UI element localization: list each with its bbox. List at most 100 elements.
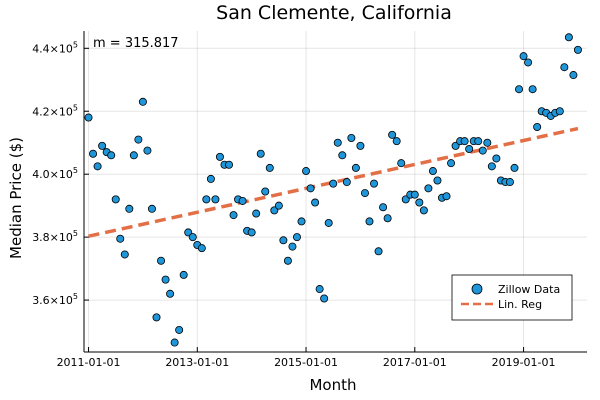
- data-point: [428, 167, 437, 176]
- data-point: [487, 162, 496, 171]
- data-point: [292, 233, 301, 242]
- data-point: [125, 204, 134, 213]
- data-point: [93, 162, 102, 171]
- data-point: [374, 247, 383, 256]
- legend-marker-zillow: [471, 283, 483, 295]
- data-point: [161, 275, 170, 284]
- data-point: [478, 146, 487, 155]
- data-point: [315, 285, 324, 294]
- data-point: [120, 250, 129, 259]
- data-point: [320, 294, 329, 303]
- legend: Zillow Data Lin. Reg: [451, 274, 573, 321]
- data-point: [152, 313, 161, 322]
- data-point: [388, 130, 397, 139]
- data-point: [347, 133, 356, 142]
- data-point: [297, 217, 306, 226]
- data-point: [397, 159, 406, 168]
- data-point: [338, 151, 347, 160]
- data-point: [415, 198, 424, 207]
- data-point: [333, 138, 342, 147]
- data-point: [528, 85, 537, 94]
- data-point: [370, 179, 379, 188]
- data-point: [138, 97, 147, 106]
- data-point: [283, 256, 292, 265]
- data-point: [564, 33, 573, 42]
- data-point: [256, 149, 265, 158]
- data-point: [188, 233, 197, 242]
- data-point: [533, 122, 542, 131]
- data-point: [379, 203, 388, 212]
- y-tick-label: 4.2×105: [32, 103, 78, 118]
- data-point: [360, 189, 369, 198]
- legend-label-regression: Lin. Reg: [498, 298, 542, 311]
- data-point: [419, 206, 428, 215]
- y-tick-label: 3.8×105: [32, 229, 78, 244]
- data-point: [515, 85, 524, 94]
- data-point: [211, 195, 220, 204]
- data-point: [505, 178, 514, 187]
- data-point: [116, 234, 125, 243]
- data-point: [261, 187, 270, 196]
- data-point: [356, 141, 365, 150]
- data-point: [306, 184, 315, 193]
- data-point: [324, 218, 333, 227]
- data-point: [170, 338, 179, 347]
- data-point: [238, 196, 247, 205]
- data-point: [311, 198, 320, 207]
- y-axis-label: Median Price ($): [7, 137, 25, 259]
- data-point: [98, 141, 107, 150]
- legend-label-zillow: Zillow Data: [498, 283, 560, 296]
- data-point: [129, 151, 138, 160]
- data-point: [424, 184, 433, 193]
- data-point: [111, 195, 120, 204]
- data-point: [460, 137, 469, 146]
- x-tick-label: 2015-01-01: [274, 356, 338, 369]
- data-point: [392, 137, 401, 146]
- data-point: [179, 270, 188, 279]
- data-point: [483, 138, 492, 147]
- data-point: [465, 145, 474, 154]
- data-point: [351, 163, 360, 172]
- x-tick-label: 2011-01-01: [57, 356, 121, 369]
- regression-line: [88, 126, 579, 238]
- data-point: [555, 107, 564, 116]
- data-point: [143, 146, 152, 155]
- data-point: [225, 160, 234, 169]
- data-point: [433, 176, 442, 185]
- data-point: [288, 242, 297, 251]
- data-point: [524, 58, 533, 67]
- data-point: [274, 201, 283, 210]
- legend-box: [451, 274, 573, 321]
- x-tick-label: 2017-01-01: [383, 356, 447, 369]
- data-point: [383, 214, 392, 223]
- data-point: [197, 244, 206, 253]
- axes-layer: [83, 31, 587, 353]
- data-point: [265, 163, 274, 172]
- data-point: [519, 52, 528, 61]
- data-point: [510, 163, 519, 172]
- grid-layer: [84, 31, 587, 352]
- data-point: [410, 190, 419, 199]
- data-point: [84, 113, 93, 122]
- x-tick-label: 2013-01-01: [165, 356, 229, 369]
- data-point: [247, 228, 256, 237]
- y-tick-label: 4.4×105: [32, 40, 78, 55]
- data-point: [329, 179, 338, 188]
- data-point: [107, 151, 116, 160]
- slope-annotation: m = 315.817: [93, 36, 179, 51]
- data-point: [252, 209, 261, 218]
- data-point: [147, 204, 156, 213]
- data-point: [229, 211, 238, 220]
- data-point: [492, 154, 501, 163]
- data-point: [447, 159, 456, 168]
- scatter-points: [84, 33, 582, 347]
- x-tick-label: 2019-01-01: [492, 356, 556, 369]
- ticks-layer: 2011-01-01 2013-01-01 2015-01-01 2017-01-01…: [32, 40, 555, 369]
- data-point: [134, 135, 143, 144]
- data-point: [206, 174, 215, 183]
- y-tick-label: 4.0×105: [32, 166, 78, 181]
- x-axis-label: Month: [309, 376, 356, 394]
- data-point: [202, 195, 211, 204]
